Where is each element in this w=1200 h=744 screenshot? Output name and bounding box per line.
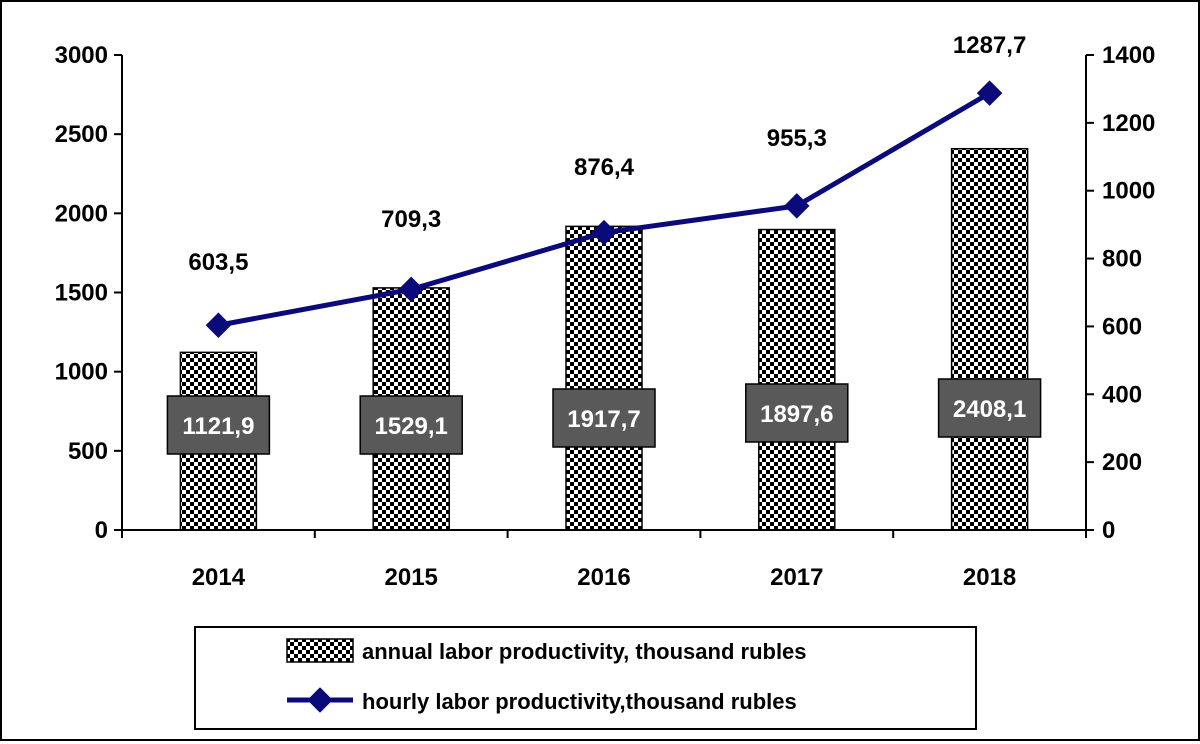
legend-line-label: hourly labor productivity,thousand ruble… [362, 689, 797, 714]
right-tick-label: 200 [1102, 449, 1142, 476]
bar-value-box [745, 383, 849, 443]
bar-value-box [937, 378, 1042, 438]
legend-bar-label: annual labor productivity, thousand rubl… [362, 639, 807, 664]
right-tick-label: 600 [1102, 313, 1142, 340]
bar-value-box [359, 395, 463, 455]
x-tick-label: 2015 [385, 564, 438, 591]
line-marker-2014 [205, 312, 232, 338]
x-tick-label: 2016 [577, 564, 630, 591]
right-tick-label: 1000 [1102, 178, 1155, 205]
legend-line-marker [307, 687, 333, 713]
bar-value-label: 1917,7 [567, 406, 640, 433]
line-marker-2015 [398, 276, 424, 303]
line-value-label: 876,4 [574, 154, 635, 181]
left-tick-label: 500 [68, 438, 108, 465]
left-tick-label: 3000 [55, 42, 108, 69]
right-tick-label: 0 [1102, 517, 1115, 544]
x-tick-label: 2014 [192, 564, 246, 591]
right-tick-label: 1200 [1102, 110, 1155, 137]
left-tick-label: 0 [95, 517, 108, 544]
line-value-label: 709,3 [381, 206, 441, 233]
bar-value-label: 2408,1 [953, 396, 1026, 423]
line-value-label: 603,5 [188, 249, 248, 276]
bar-value-box [166, 395, 271, 455]
bar-value-box [552, 388, 656, 448]
left-tick-label: 1000 [55, 359, 108, 386]
line-value-label: 955,3 [767, 125, 827, 152]
left-tick-label: 2500 [55, 121, 108, 148]
right-tick-label: 800 [1102, 246, 1142, 273]
legend-bar-swatch [286, 638, 354, 663]
line-marker-2018 [976, 80, 1003, 106]
line-value-label: 1287,7 [953, 32, 1026, 59]
right-tick-label: 400 [1102, 381, 1142, 408]
bar-value-label: 1897,6 [760, 401, 833, 428]
left-tick-label: 1500 [55, 280, 108, 307]
legend: annual labor productivity, thousand rubl… [194, 626, 977, 730]
left-tick-label: 2000 [55, 200, 108, 227]
bar-2018 [950, 147, 1029, 531]
bar-2017 [758, 228, 836, 531]
bar-value-label: 1121,9 [182, 413, 254, 440]
line-marker-2017 [784, 193, 810, 219]
x-tick-label: 2018 [963, 564, 1016, 591]
bar-2016 [565, 225, 643, 531]
x-tick-label: 2017 [770, 564, 823, 591]
bar-value-label: 1529,1 [374, 413, 447, 440]
plot-area: 0 500 1000 1500 2000 2500 3000 0 200 400 600 800 100… [55, 32, 1156, 591]
right-tick-label: 1400 [1102, 42, 1155, 69]
line-marker-2016 [591, 219, 617, 246]
